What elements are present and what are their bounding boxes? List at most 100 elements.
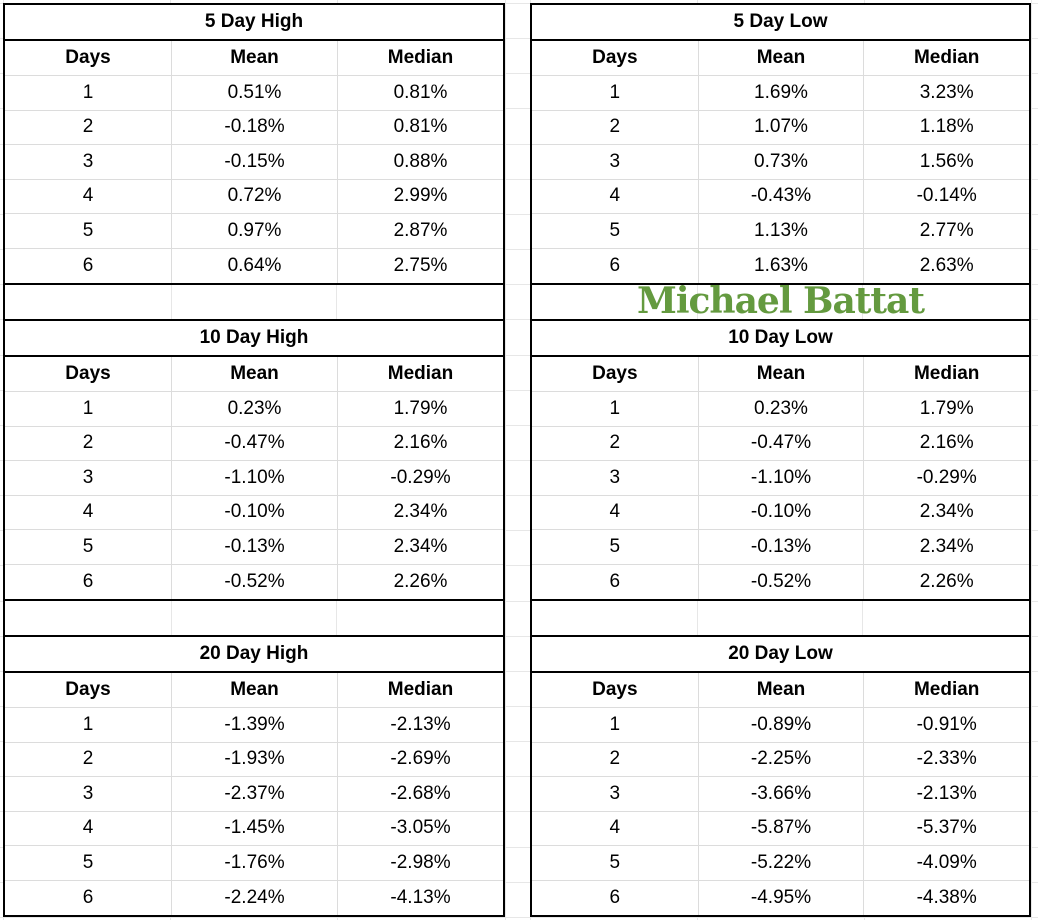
day-cell[interactable]: 3 (532, 461, 698, 496)
mean-cell[interactable]: -1.93% (171, 742, 337, 777)
day-cell[interactable]: 3 (532, 777, 698, 812)
day-cell[interactable]: 6 (82, 570, 94, 592)
mean-cell[interactable]: -2.24% (171, 880, 337, 915)
day-cell[interactable]: 3 (5, 777, 171, 812)
day-cell[interactable]: 5 (532, 214, 698, 249)
mean-cell[interactable]: -1.10% (171, 461, 337, 496)
column-header-median[interactable]: Median (863, 357, 1029, 392)
mean-cell[interactable]: -1.45% (171, 811, 337, 846)
day-cell[interactable]: 1 (532, 76, 698, 111)
day-cell[interactable]: 1 (532, 708, 698, 743)
day-cell[interactable]: 1 (532, 392, 698, 427)
day-cell[interactable]: 4 (5, 496, 171, 530)
day-cell[interactable]: 4 (532, 496, 698, 530)
mean-cell[interactable]: 0.23% (697, 392, 864, 427)
mean-cell[interactable]: -0.18% (171, 110, 337, 145)
median-cell[interactable]: 2.16% (337, 426, 503, 461)
column-header-mean[interactable]: Mean (697, 357, 864, 392)
day-cell[interactable]: 4 (5, 180, 171, 214)
day-cell[interactable]: 5 (5, 214, 171, 249)
median-cell[interactable]: 2.26% (337, 564, 503, 599)
day-cell[interactable]: 2 (5, 111, 171, 145)
median-cell[interactable]: 2.63% (863, 248, 1029, 283)
mean-cell[interactable]: -0.89% (697, 708, 864, 743)
mean-cell[interactable]: -1.10% (697, 461, 864, 496)
day-cell[interactable]: 6 (609, 254, 621, 276)
median-cell[interactable]: -2.69% (337, 742, 503, 777)
column-header-days[interactable]: Days (5, 41, 171, 76)
median-cell[interactable]: -0.29% (337, 461, 503, 496)
median-cell[interactable]: 0.81% (337, 110, 503, 145)
table-title[interactable]: 5 Day High (5, 5, 503, 41)
column-header-days[interactable]: Days (532, 357, 698, 392)
column-header-mean[interactable]: Mean (171, 357, 337, 392)
mean-cell[interactable]: -0.15% (171, 145, 337, 180)
median-cell[interactable]: 1.79% (337, 392, 503, 427)
day-cell[interactable]: 6 (82, 886, 94, 908)
median-cell[interactable]: 3.23% (863, 76, 1029, 111)
mean-cell[interactable]: -0.52% (697, 564, 864, 599)
mean-cell[interactable]: -4.95% (697, 880, 864, 915)
day-cell[interactable]: 5 (5, 530, 171, 565)
median-cell[interactable]: 2.77% (863, 214, 1029, 249)
mean-cell[interactable]: -0.47% (171, 426, 337, 461)
day-cell[interactable]: 4 (532, 180, 698, 214)
median-cell[interactable]: -4.38% (863, 880, 1029, 915)
day-cell[interactable]: 2 (532, 743, 698, 777)
day-cell[interactable]: 5 (532, 846, 698, 881)
column-header-mean[interactable]: Mean (171, 41, 337, 76)
column-header-mean[interactable]: Mean (697, 673, 864, 708)
median-cell[interactable]: -2.13% (863, 777, 1029, 812)
mean-cell[interactable]: 0.97% (171, 214, 337, 249)
mean-cell[interactable]: -0.47% (697, 426, 864, 461)
column-header-median[interactable]: Median (863, 41, 1029, 76)
median-cell[interactable]: 2.34% (337, 495, 503, 530)
median-cell[interactable]: -2.33% (863, 742, 1029, 777)
median-cell[interactable]: 2.16% (863, 426, 1029, 461)
median-cell[interactable]: -3.05% (337, 811, 503, 846)
column-header-days[interactable]: Days (5, 357, 171, 392)
day-cell[interactable]: 1 (5, 76, 171, 111)
median-cell[interactable]: 2.34% (337, 530, 503, 565)
mean-cell[interactable]: -0.10% (171, 495, 337, 530)
column-header-median[interactable]: Median (337, 41, 503, 76)
day-cell[interactable]: 5 (532, 530, 698, 565)
day-cell[interactable]: 6 (82, 254, 94, 276)
median-cell[interactable]: -4.13% (337, 880, 503, 915)
day-cell[interactable]: 3 (532, 145, 698, 180)
column-header-median[interactable]: Median (337, 673, 503, 708)
column-header-mean[interactable]: Mean (171, 673, 337, 708)
day-cell[interactable]: 1 (5, 708, 171, 743)
table-title[interactable]: 20 Day Low (532, 637, 1029, 673)
column-header-median[interactable]: Median (863, 673, 1029, 708)
column-header-mean[interactable]: Mean (697, 41, 864, 76)
table-title[interactable]: 10 Day Low (532, 321, 1029, 357)
day-cell[interactable]: 6 (609, 570, 621, 592)
table-title[interactable]: 5 Day Low (532, 5, 1029, 41)
median-cell[interactable]: 1.56% (863, 145, 1029, 180)
table-title[interactable]: 20 Day High (5, 637, 503, 673)
day-cell[interactable]: 4 (532, 812, 698, 846)
mean-cell[interactable]: 1.07% (697, 110, 864, 145)
mean-cell[interactable]: -2.25% (697, 742, 864, 777)
median-cell[interactable]: 1.18% (863, 110, 1029, 145)
mean-cell[interactable]: 1.13% (697, 214, 864, 249)
day-cell[interactable]: 2 (532, 427, 698, 461)
column-header-days[interactable]: Days (532, 673, 698, 708)
median-cell[interactable]: 0.81% (337, 76, 503, 111)
day-cell[interactable]: 2 (532, 111, 698, 145)
mean-cell[interactable]: -0.43% (697, 179, 864, 214)
day-cell[interactable]: 5 (5, 846, 171, 881)
day-cell[interactable]: 3 (5, 461, 171, 496)
mean-cell[interactable]: -0.13% (171, 530, 337, 565)
median-cell[interactable]: 2.34% (863, 530, 1029, 565)
column-header-median[interactable]: Median (337, 357, 503, 392)
median-cell[interactable]: 2.34% (863, 495, 1029, 530)
median-cell[interactable]: 1.79% (863, 392, 1029, 427)
median-cell[interactable]: -5.37% (863, 811, 1029, 846)
mean-cell[interactable]: -1.76% (171, 846, 337, 881)
median-cell[interactable]: 0.88% (337, 145, 503, 180)
mean-cell[interactable]: 0.23% (171, 392, 337, 427)
mean-cell[interactable]: -1.39% (171, 708, 337, 743)
day-cell[interactable]: 2 (5, 427, 171, 461)
